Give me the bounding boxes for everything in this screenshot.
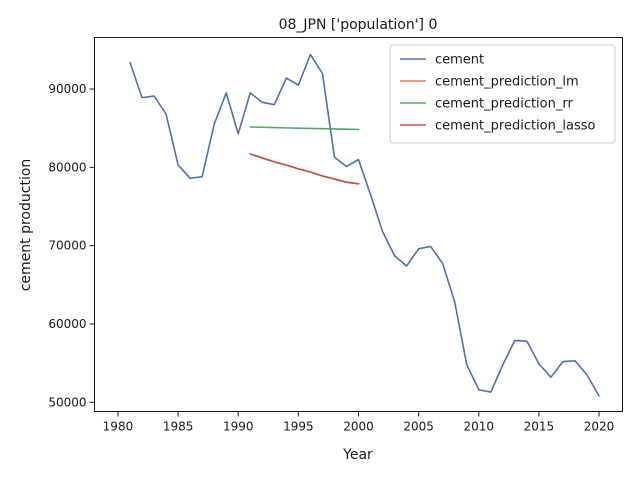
series-line-cement <box>129 53 600 397</box>
y-tick-label: 90000 <box>48 82 86 96</box>
y-tick-label: 70000 <box>48 239 86 253</box>
x-tick-label: 1995 <box>283 420 314 434</box>
x-tick-label: 1990 <box>223 420 254 434</box>
axes: 1980 1985 1990 1995 2000 2005 2010 2015 2020 5000… <box>48 82 614 433</box>
legend-label: cement <box>435 53 484 68</box>
x-tick-label: 2000 <box>343 420 374 434</box>
series-line-cement-prediction-lasso <box>249 153 360 185</box>
y-tick-label: 50000 <box>48 395 86 409</box>
x-tick-label: 2010 <box>463 420 494 434</box>
x-tick-label: 2005 <box>403 420 434 434</box>
legend-label: cement_prediction_rr <box>435 97 573 112</box>
x-tick-label: 1980 <box>103 420 134 434</box>
series-line-cement-prediction-rr <box>249 126 360 131</box>
y-axis-label: cement production <box>18 159 34 292</box>
legend: cement cement_prediction_lm cement_predict… <box>389 44 616 144</box>
legend-box <box>389 44 616 144</box>
plot-frame <box>94 37 623 412</box>
plot-marks <box>129 53 600 397</box>
chart-title: 08_JPN ['population'] 0 <box>279 17 438 33</box>
y-tick-label: 80000 <box>48 160 86 174</box>
y-tick-label: 60000 <box>48 317 86 331</box>
x-tick-label: 2015 <box>524 420 555 434</box>
legend-label: cement_prediction_lasso <box>435 119 595 134</box>
x-tick-label: 1985 <box>163 420 194 434</box>
legend-label: cement_prediction_lm <box>435 75 579 90</box>
x-axis-label: Year <box>342 447 373 463</box>
x-tick-label: 2020 <box>584 420 615 434</box>
